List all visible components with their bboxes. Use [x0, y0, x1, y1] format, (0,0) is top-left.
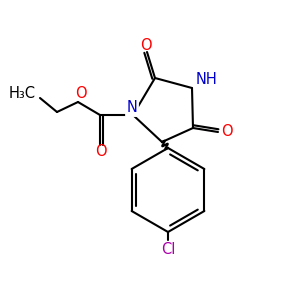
Text: O: O	[95, 145, 107, 160]
Text: H₃C: H₃C	[9, 85, 36, 100]
Text: O: O	[221, 124, 233, 139]
Text: Cl: Cl	[161, 242, 175, 257]
Text: O: O	[75, 86, 87, 101]
Text: NH: NH	[196, 73, 218, 88]
Text: O: O	[140, 38, 152, 52]
Text: N: N	[127, 100, 137, 116]
